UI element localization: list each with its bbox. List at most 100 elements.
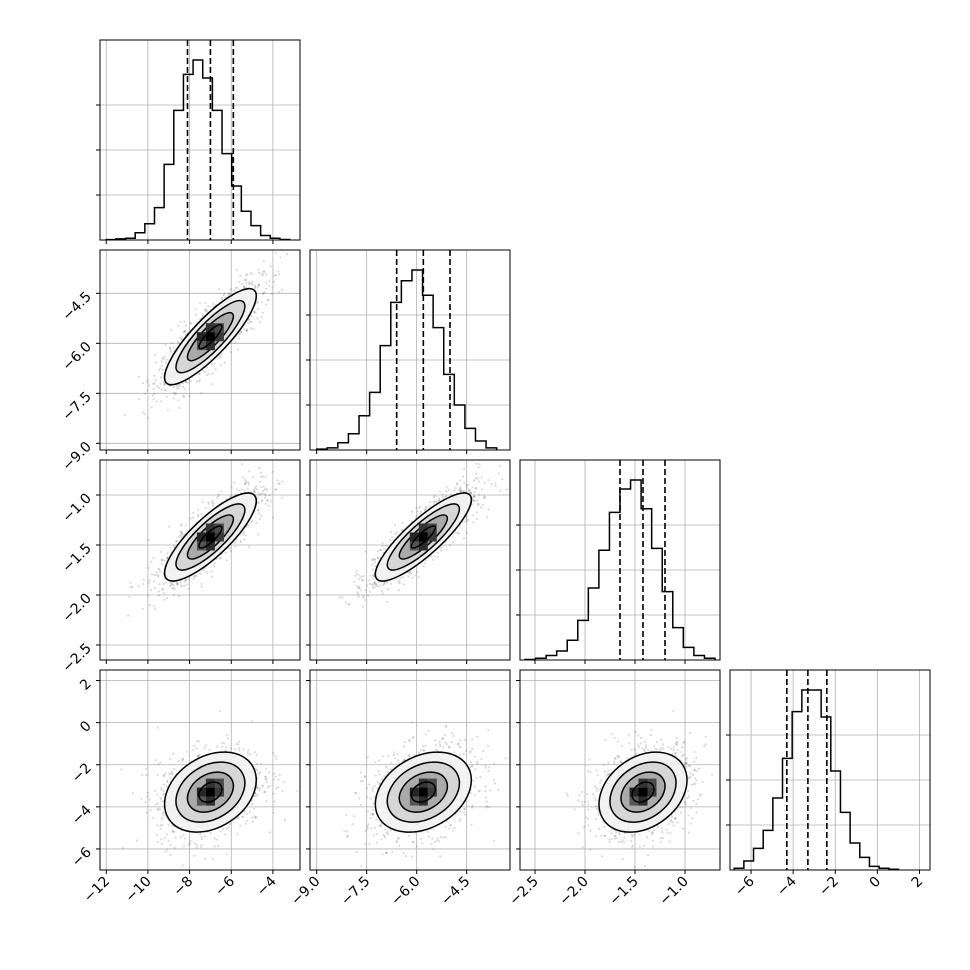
scatter-point [357,586,360,589]
scatter-point [180,531,183,534]
scatter-point [435,500,438,503]
scatter-point [163,836,166,840]
scatter-point [162,384,165,387]
scatter-point [183,387,186,390]
scatter-point [215,838,218,841]
scatter-point [467,483,470,486]
scatter-point [162,582,165,586]
scatter-point [200,838,203,841]
scatter-point [156,802,159,805]
scatter-point [267,299,270,302]
scatter-point [216,745,219,748]
scatter-point [459,489,462,492]
scatter-point [251,280,254,283]
density-cell [214,532,224,542]
scatter-point [256,301,259,304]
scatter-point [255,768,258,772]
scatter-point [155,400,158,403]
scatter-point [241,283,244,286]
scatter-point [148,603,152,607]
scatter-point [224,551,227,555]
scatter-point [260,485,263,489]
scatter-point [248,545,251,549]
scatter-point [202,369,205,372]
scatter-point [182,834,185,837]
scatter-point [263,488,266,491]
scatter-point [278,482,281,486]
scatter-point [260,762,263,765]
scatter-point [463,481,466,484]
scatter-point [219,557,222,560]
density-contour [198,525,223,549]
scatter-point [166,552,169,555]
scatter-point [258,518,261,521]
scatter-point [180,584,183,587]
scatter-point [162,790,165,793]
scatter-point [442,836,445,839]
scatter-point [172,752,175,756]
scatter-point [271,470,274,473]
scatter-point [371,586,374,590]
scatter-point [474,487,477,490]
scatter-point [177,760,180,763]
scatter-point [152,398,155,401]
scatter-point [254,486,257,490]
scatter-point [493,782,497,785]
scatter-point [155,574,158,577]
scatter-point [244,478,247,482]
scatter-point [205,308,208,311]
scatter-point [365,584,368,587]
scatter-point [175,540,178,543]
scatter-point [181,534,184,537]
scatter-point [266,298,269,302]
scatter-point [484,790,487,793]
density-cell [418,541,428,551]
scatter-point [240,815,244,819]
scatter-point [370,583,373,586]
scatter-point [152,556,155,560]
scatter-point [157,567,160,570]
scatter-point [137,584,140,588]
scatter-point [189,517,192,520]
scatter-point [367,594,370,597]
scatter-point [162,793,165,796]
scatter-point [212,504,215,507]
scatter-point [177,324,180,327]
scatter-point [236,832,239,835]
scatter-point [171,830,174,833]
scatter-point [487,508,490,511]
scatter-point [445,548,448,551]
scatter-point [176,581,179,584]
scatter-point [371,577,375,580]
scatter-point [265,487,268,490]
scatter-point [434,555,437,558]
scatter-point [254,285,257,288]
scatter-point [153,392,156,395]
scatter-point [254,792,257,795]
scatter-point [155,571,158,574]
scatter-point [464,813,467,816]
scatter-point [296,790,299,793]
scatter-point [486,516,489,519]
scatter-point [154,759,157,762]
scatter-point [422,564,425,568]
scatter-point [262,292,265,295]
scatter-point [459,739,462,742]
scatter-point [373,580,376,583]
scatter-point [144,767,147,770]
density-cell [214,787,224,797]
scatter-point [146,795,149,798]
scatter-point [260,514,263,517]
scatter-point [401,522,404,525]
scatter-point [471,498,474,501]
density-cell [214,332,224,342]
scatter-point [261,784,264,787]
scatter-point [373,784,376,788]
scatter-point [471,486,474,489]
scatter-point [274,775,277,778]
scatter-point [257,512,260,515]
scatter-point [458,488,461,491]
scatter-point [304,460,306,462]
scatter-point [386,600,389,604]
scatter-point [458,525,461,528]
